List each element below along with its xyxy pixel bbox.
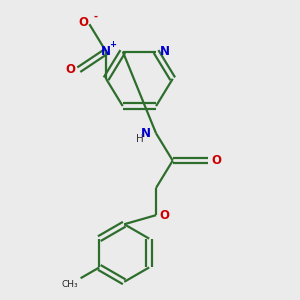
- Text: +: +: [109, 40, 116, 49]
- Text: O: O: [211, 154, 221, 167]
- Text: -: -: [94, 12, 98, 22]
- Text: O: O: [66, 63, 76, 76]
- Text: N: N: [101, 45, 111, 58]
- Text: N: N: [141, 127, 151, 140]
- Text: CH₃: CH₃: [61, 280, 78, 289]
- Text: O: O: [160, 209, 170, 222]
- Text: N: N: [160, 45, 170, 58]
- Text: O: O: [78, 16, 88, 29]
- Text: H: H: [136, 134, 144, 144]
